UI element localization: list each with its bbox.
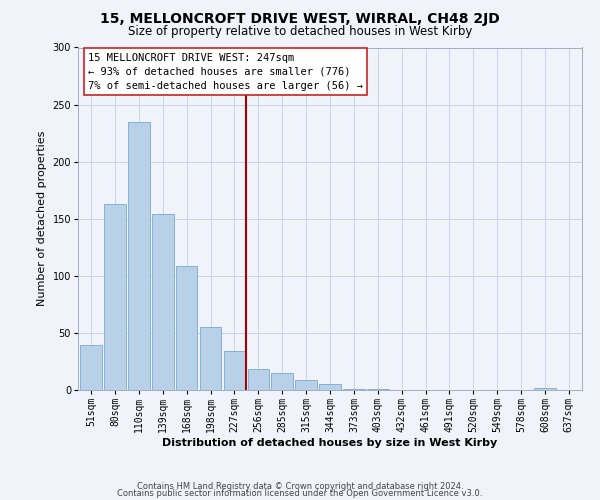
Text: Contains HM Land Registry data © Crown copyright and database right 2024.: Contains HM Land Registry data © Crown c…: [137, 482, 463, 491]
Bar: [248, 370, 269, 390]
X-axis label: Distribution of detached houses by size in West Kirby: Distribution of detached houses by size …: [163, 438, 497, 448]
Bar: [80, 346, 102, 390]
Y-axis label: Number of detached properties: Number of detached properties: [37, 131, 47, 306]
Bar: [319, 384, 341, 390]
Bar: [295, 380, 317, 390]
Bar: [176, 266, 197, 390]
Bar: [367, 389, 389, 390]
Text: Size of property relative to detached houses in West Kirby: Size of property relative to detached ho…: [128, 25, 472, 38]
Text: Contains public sector information licensed under the Open Government Licence v3: Contains public sector information licen…: [118, 489, 482, 498]
Bar: [200, 327, 221, 390]
Bar: [224, 351, 245, 390]
Bar: [271, 373, 293, 390]
Bar: [343, 389, 365, 390]
Bar: [104, 204, 126, 390]
Bar: [534, 388, 556, 390]
Text: 15, MELLONCROFT DRIVE WEST, WIRRAL, CH48 2JD: 15, MELLONCROFT DRIVE WEST, WIRRAL, CH48…: [100, 12, 500, 26]
Bar: [152, 214, 173, 390]
Text: 15 MELLONCROFT DRIVE WEST: 247sqm
← 93% of detached houses are smaller (776)
7% : 15 MELLONCROFT DRIVE WEST: 247sqm ← 93% …: [88, 52, 363, 90]
Bar: [128, 122, 149, 390]
